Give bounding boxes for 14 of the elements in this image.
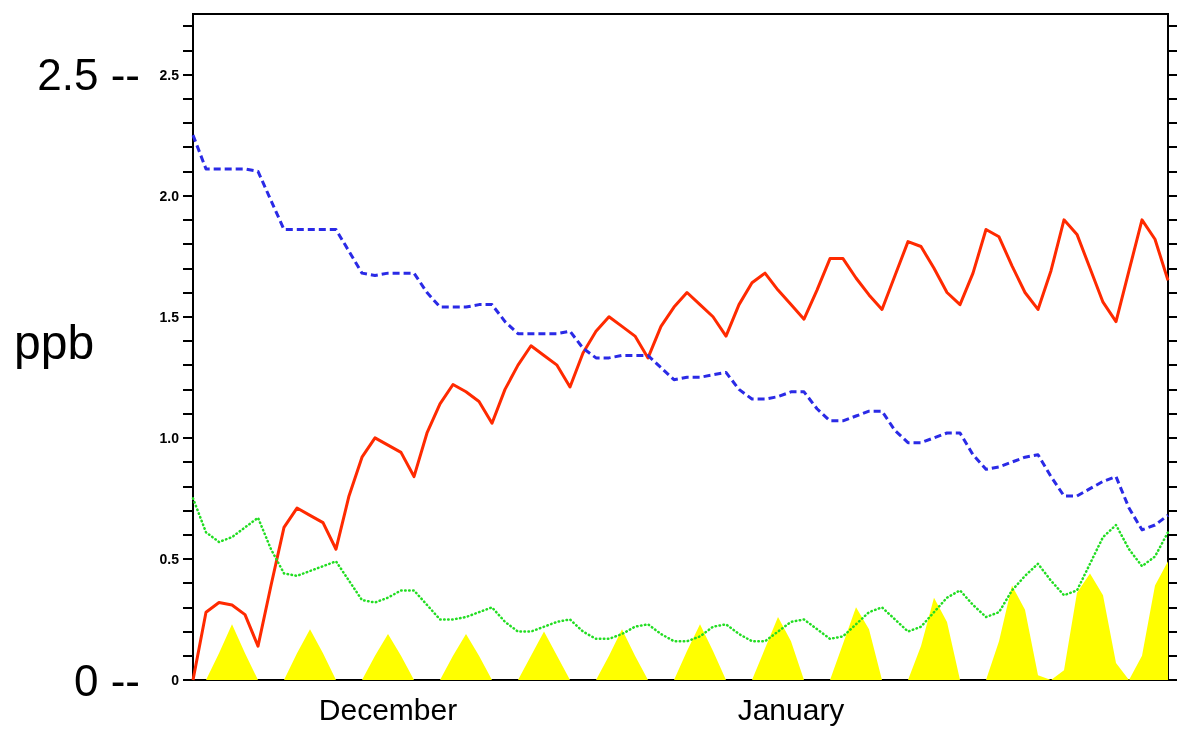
line-series <box>191 218 1170 682</box>
y2-tick-label: 2.5 -- <box>37 50 140 100</box>
y-tick-label: 2.5 <box>159 66 180 83</box>
y-tick-label: 1.5 <box>159 308 180 325</box>
y-tick-label: 0.5 <box>159 550 180 567</box>
x-tick-label: January <box>737 692 845 726</box>
y-tick-label: 1.0 <box>159 429 180 446</box>
y-tick-label: 2.0 <box>159 187 180 204</box>
y2-axis-title: ppb <box>14 315 95 369</box>
y2-tick-label: 0 -- <box>74 655 140 705</box>
x-tick-label: December <box>318 692 458 726</box>
line-series <box>191 497 1170 643</box>
line-series <box>191 133 1170 532</box>
y-tick-label: 0 <box>171 672 180 688</box>
